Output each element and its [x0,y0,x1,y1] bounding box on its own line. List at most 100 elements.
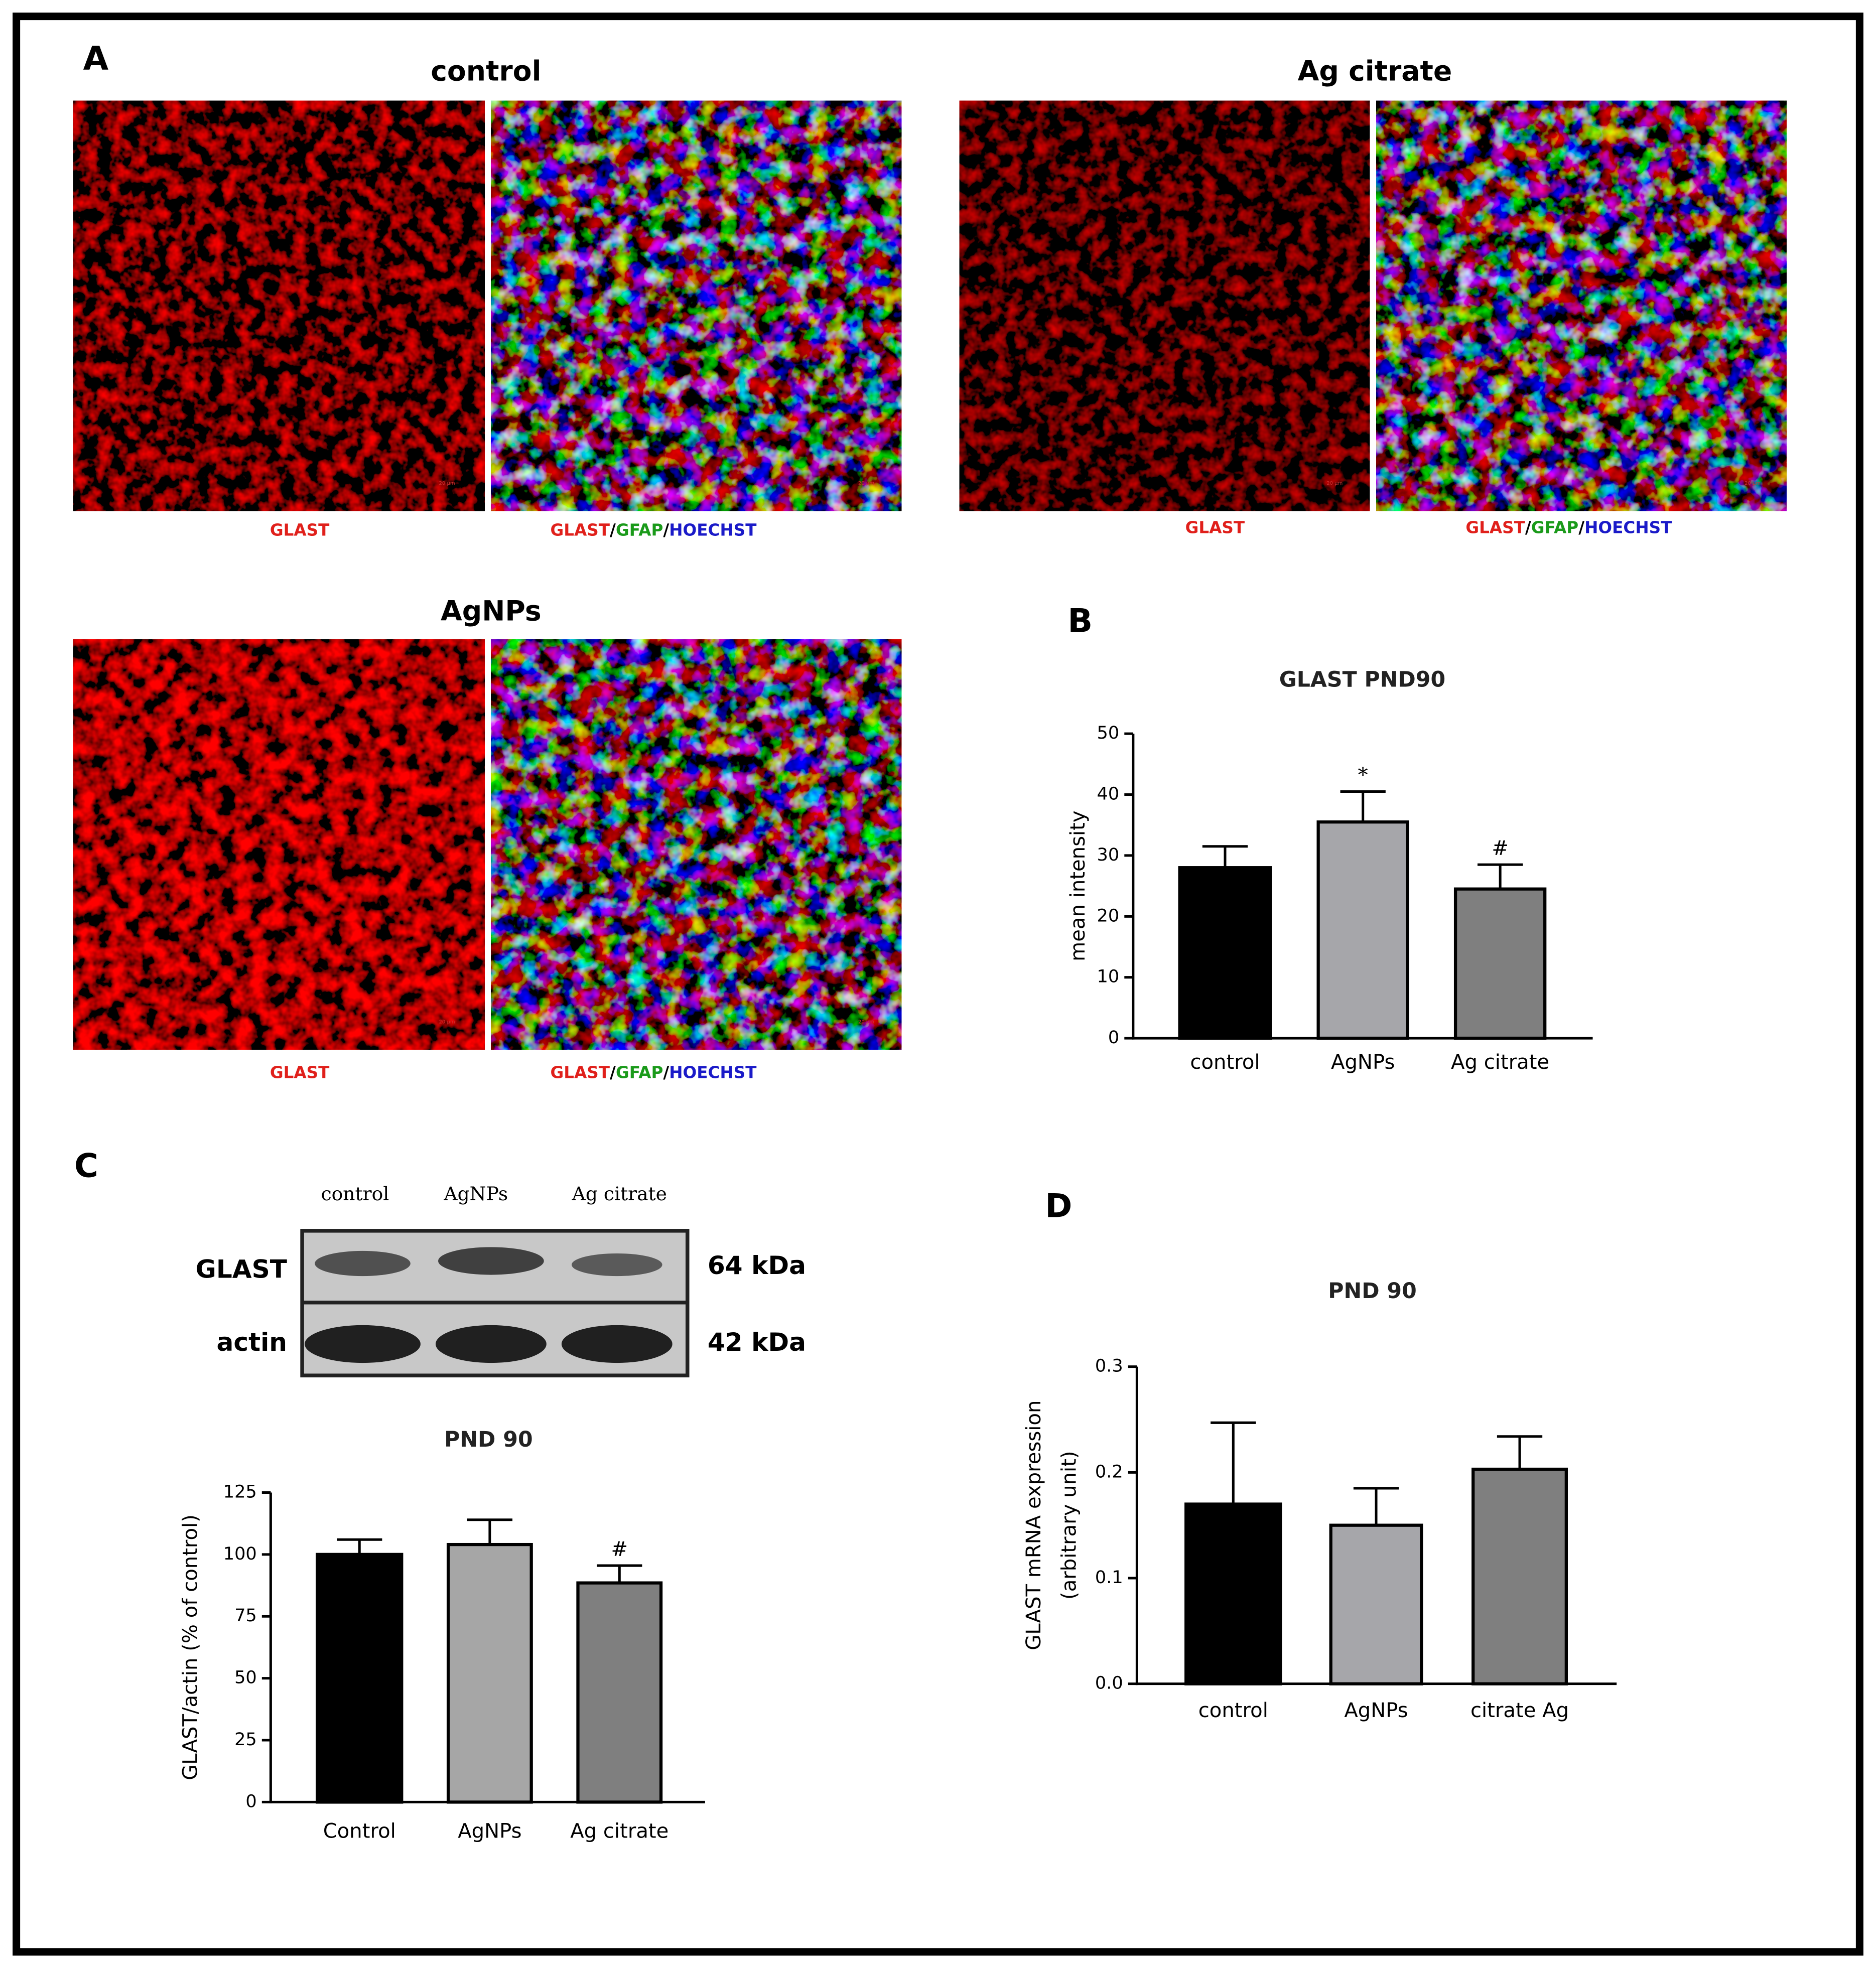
chart-title: GLAST PND90 [1279,667,1445,692]
stain-label: GLAST/GFAP/HOECHST [1465,518,1672,537]
bar [1329,1523,1423,1685]
y-axis-label: mean intensity [1066,810,1090,961]
y-tick-label: 0.1 [1095,1567,1123,1588]
significance-mark: # [1492,837,1509,860]
lane-label: Ag citrate [572,1183,667,1205]
bar [1453,887,1547,1040]
y-tick-label: 75 [234,1605,257,1626]
stain: GLAST [551,1063,610,1082]
scale-bar-label: 20 µm [1745,481,1761,486]
group-title: AgNPs [441,596,542,628]
stain: HOECHST [669,1063,757,1082]
blot-row-label: GLAST [196,1254,287,1284]
x-tick-label: Ag citrate [570,1820,668,1843]
stain-sep: / [1578,518,1584,537]
y-tick-label: 0 [1108,1027,1119,1048]
y-tick-label: 40 [1097,784,1120,804]
western-blot: control AgNPs Ag citrate GLAST actin 64 … [196,1183,806,1377]
y-tick-label: 20 [1097,905,1120,926]
chart-title: PND 90 [444,1427,532,1452]
group-title: control [431,56,541,88]
micrographs [73,100,1787,1050]
x-tick-label: AgNPs [1331,1051,1395,1074]
lane-label: control [321,1183,389,1205]
y-tick-label: 30 [1097,844,1120,865]
stain-label: GLAST/GFAP/HOECHST [551,520,757,539]
y-axis-label: GLAST mRNA expression [1022,1400,1045,1650]
blot-row-label: actin [217,1327,287,1357]
y-tick-label: 0.0 [1095,1673,1123,1694]
panel-letter: B [1067,602,1093,640]
stain: GFAP [616,1063,663,1082]
scale-bar-label: 20 µm [439,1019,455,1025]
y-tick-label: 25 [234,1729,257,1750]
stain-sep: / [610,520,616,539]
micrograph [73,100,485,511]
stain-labels: GLAST GLAST/GFAP/HOECHST GLAST GLAST/GFA… [270,518,1672,1082]
stain: HOECHST [669,520,757,539]
panel-letter: C [74,1147,98,1185]
bar [1178,866,1272,1040]
stain: GLAST [1465,518,1525,537]
y-tick-label: 50 [1097,723,1120,743]
micrograph [1376,100,1787,511]
chart-title: PND 90 [1328,1279,1416,1304]
stain-sep: / [1525,518,1531,537]
scale-bar-label: 20 µm [858,1019,874,1025]
stain: GFAP [1531,518,1578,537]
stain-sep: / [663,520,669,539]
y-tick-label: 125 [223,1481,257,1502]
significance-mark: * [1358,764,1368,787]
stain-label: GLAST [270,520,330,539]
y-axis-label: (arbitrary unit) [1057,1451,1081,1600]
panel-letter: A [83,39,109,77]
stain-label: GLAST/GFAP/HOECHST [551,1063,757,1082]
stain-label: GLAST [270,1063,330,1082]
band [561,1325,673,1363]
band [436,1325,547,1363]
bar [576,1581,663,1804]
x-tick-label: control [1198,1699,1268,1722]
scale-bar-label: 20 µm [1326,481,1343,486]
bar [1316,820,1409,1040]
y-tick-label: 0 [245,1791,256,1811]
band [571,1253,662,1277]
y-tick-label: 50 [234,1667,257,1688]
band [315,1250,411,1277]
bar [316,1553,404,1804]
frame [13,13,1863,1956]
x-tick-label: AgNPs [1344,1699,1408,1722]
lane-label: AgNPs [443,1183,508,1205]
x-tick-label: control [1190,1051,1260,1074]
bar [1184,1502,1282,1685]
stain-sep: / [610,1063,616,1082]
group-title: Ag citrate [1298,56,1452,88]
blot-size: 42 kDa [708,1327,806,1357]
stain: HOECHST [1584,518,1672,537]
panel-letter: D [1045,1187,1072,1225]
micrograph [959,100,1370,511]
significance-mark: # [611,1537,628,1561]
band [438,1247,544,1275]
stain: GLAST [551,520,610,539]
y-tick-label: 0.3 [1095,1356,1123,1376]
stain: GFAP [616,520,663,539]
scale-bar-label: 20 µm [439,481,455,486]
bar [446,1542,533,1804]
y-tick-label: 10 [1097,966,1120,987]
scale-bar-label: 20 µm [858,481,874,486]
stain-sep: / [663,1063,669,1082]
band [305,1325,421,1363]
y-axis-label: GLAST/actin (% of control) [179,1514,202,1780]
x-tick-label: citrate Ag [1470,1699,1569,1722]
y-tick-label: 100 [223,1543,257,1564]
scale-bars: 20 µm 20 µm 20 µm 20 µm 20 µm 20 µm [439,481,1761,1025]
blot-size: 64 kDa [708,1250,806,1280]
micrograph [491,100,902,511]
micrograph [491,639,902,1050]
y-tick-label: 0.2 [1095,1461,1123,1482]
x-tick-label: Control [323,1820,396,1843]
bar [1471,1467,1568,1685]
